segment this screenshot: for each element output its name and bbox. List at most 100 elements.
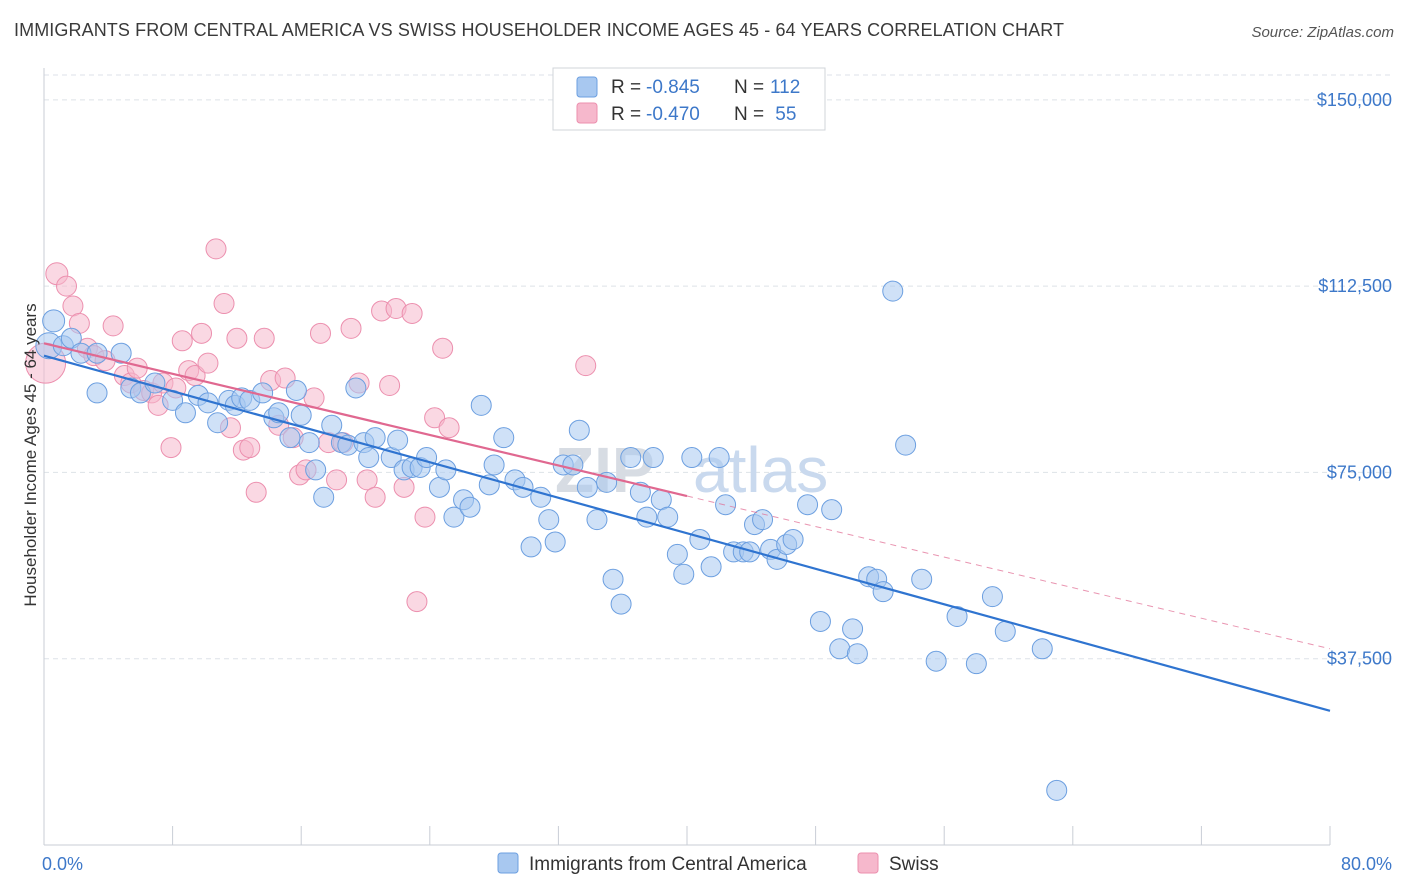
legend-r-label-2: R = bbox=[611, 104, 641, 125]
central-america-point bbox=[416, 447, 438, 469]
x-tick-label-max: 80.0% bbox=[1341, 854, 1392, 874]
central-america-point bbox=[42, 309, 66, 333]
central-america-point bbox=[882, 280, 904, 302]
central-america-point bbox=[279, 427, 301, 449]
swiss-point bbox=[253, 327, 275, 349]
central-america-point bbox=[766, 548, 788, 570]
legend-r-value-1: -0.845 bbox=[646, 77, 700, 98]
central-america-point bbox=[470, 394, 492, 416]
swiss-point bbox=[406, 591, 428, 613]
central-america-point bbox=[459, 496, 481, 518]
central-america-point bbox=[207, 412, 229, 434]
central-america-point bbox=[110, 342, 132, 364]
central-america-point bbox=[981, 586, 1003, 608]
swiss-point bbox=[379, 374, 401, 396]
central-america-point bbox=[562, 454, 584, 476]
swiss-point bbox=[424, 407, 446, 429]
bottom-legend-label-swiss: Swiss bbox=[889, 854, 939, 875]
central-america-point bbox=[538, 509, 560, 531]
swiss-point bbox=[205, 238, 227, 260]
swiss-point bbox=[432, 337, 454, 359]
swiss-point bbox=[239, 437, 261, 459]
central-america-point bbox=[994, 620, 1016, 642]
central-america-point bbox=[739, 541, 761, 563]
y-axis-label: Householder Income Ages 45 - 64 years bbox=[21, 303, 40, 606]
central-america-point bbox=[681, 447, 703, 469]
central-america-point bbox=[842, 618, 864, 640]
central-america-point bbox=[60, 327, 82, 349]
central-america-point bbox=[602, 568, 624, 590]
central-america-point bbox=[174, 402, 196, 424]
central-america-point bbox=[1046, 779, 1068, 801]
central-america-point bbox=[610, 593, 632, 615]
central-america-point bbox=[752, 509, 774, 531]
legend-r-label-1: R = bbox=[611, 77, 641, 98]
central-america-point bbox=[666, 543, 688, 565]
central-america-point bbox=[782, 528, 804, 550]
swiss-point bbox=[364, 486, 386, 508]
trend-line-swiss bbox=[43, 342, 688, 498]
central-america-point bbox=[387, 429, 409, 451]
central-america-point bbox=[443, 506, 465, 528]
swiss-point bbox=[56, 275, 78, 297]
central-america-point bbox=[629, 481, 651, 503]
correlation-legend: R = -0.845 N = 112 R = -0.470 N = 55 bbox=[552, 67, 826, 131]
central-america-point bbox=[483, 454, 505, 476]
bottom-legend-swatch-blue bbox=[497, 852, 519, 874]
legend-swatch-pink bbox=[576, 102, 598, 124]
central-america-point bbox=[290, 404, 312, 426]
series-swiss-points bbox=[25, 238, 597, 613]
central-america-point bbox=[673, 563, 695, 585]
swiss-point bbox=[213, 293, 235, 315]
y-tick-label-2: $112,500 bbox=[1318, 276, 1392, 296]
central-america-point bbox=[144, 372, 166, 394]
central-america-point bbox=[715, 494, 737, 516]
swiss-point bbox=[160, 437, 182, 459]
x-tick-label-min: 0.0% bbox=[42, 854, 83, 874]
central-america-point bbox=[708, 447, 730, 469]
central-america-point bbox=[829, 638, 851, 660]
central-america-point bbox=[520, 536, 542, 558]
watermark: ZIP atlas bbox=[555, 434, 828, 506]
swiss-point bbox=[197, 352, 219, 374]
swiss-point bbox=[245, 481, 267, 503]
central-america-point bbox=[821, 499, 843, 521]
central-america-point bbox=[797, 494, 819, 516]
central-america-point bbox=[298, 432, 320, 454]
swiss-point bbox=[326, 469, 348, 491]
central-america-point bbox=[946, 605, 968, 627]
trend-line-central-america bbox=[43, 354, 1331, 712]
axes bbox=[43, 68, 1331, 846]
legend-n-value-2: 55 bbox=[770, 104, 796, 125]
swiss-point bbox=[102, 315, 124, 337]
central-america-point bbox=[305, 459, 327, 481]
central-america-point bbox=[620, 447, 642, 469]
swiss-point bbox=[340, 317, 362, 339]
central-america-point bbox=[895, 434, 917, 456]
central-america-point bbox=[285, 379, 307, 401]
central-america-point bbox=[965, 653, 987, 675]
central-america-point bbox=[493, 427, 515, 449]
chart-title: IMMIGRANTS FROM CENTRAL AMERICA VS SWISS… bbox=[14, 20, 1065, 40]
bottom-legend-label-central-america: Immigrants from Central America bbox=[529, 854, 807, 875]
central-america-point bbox=[586, 509, 608, 531]
bottom-legend-swatch-pink bbox=[857, 852, 879, 874]
legend-n-label-2: N = bbox=[734, 104, 764, 125]
central-america-point bbox=[435, 459, 457, 481]
y-tick-label-3: $150,000 bbox=[1317, 90, 1392, 110]
swiss-point bbox=[414, 506, 436, 528]
central-america-point bbox=[657, 506, 679, 528]
y-tick-label-0: $37,500 bbox=[1327, 649, 1392, 669]
central-america-point bbox=[636, 506, 658, 528]
central-america-point bbox=[642, 447, 664, 469]
swiss-point bbox=[191, 322, 213, 344]
swiss-point bbox=[438, 417, 460, 439]
trend-lines bbox=[43, 342, 1331, 712]
trend-line-swiss-extension bbox=[686, 495, 1331, 650]
y-tick-labels: $37,500 $75,000 $112,500 $150,000 bbox=[1317, 90, 1392, 669]
central-america-point bbox=[1031, 638, 1053, 660]
central-america-point bbox=[345, 377, 367, 399]
swiss-point bbox=[356, 469, 378, 491]
swiss-point bbox=[309, 322, 331, 344]
